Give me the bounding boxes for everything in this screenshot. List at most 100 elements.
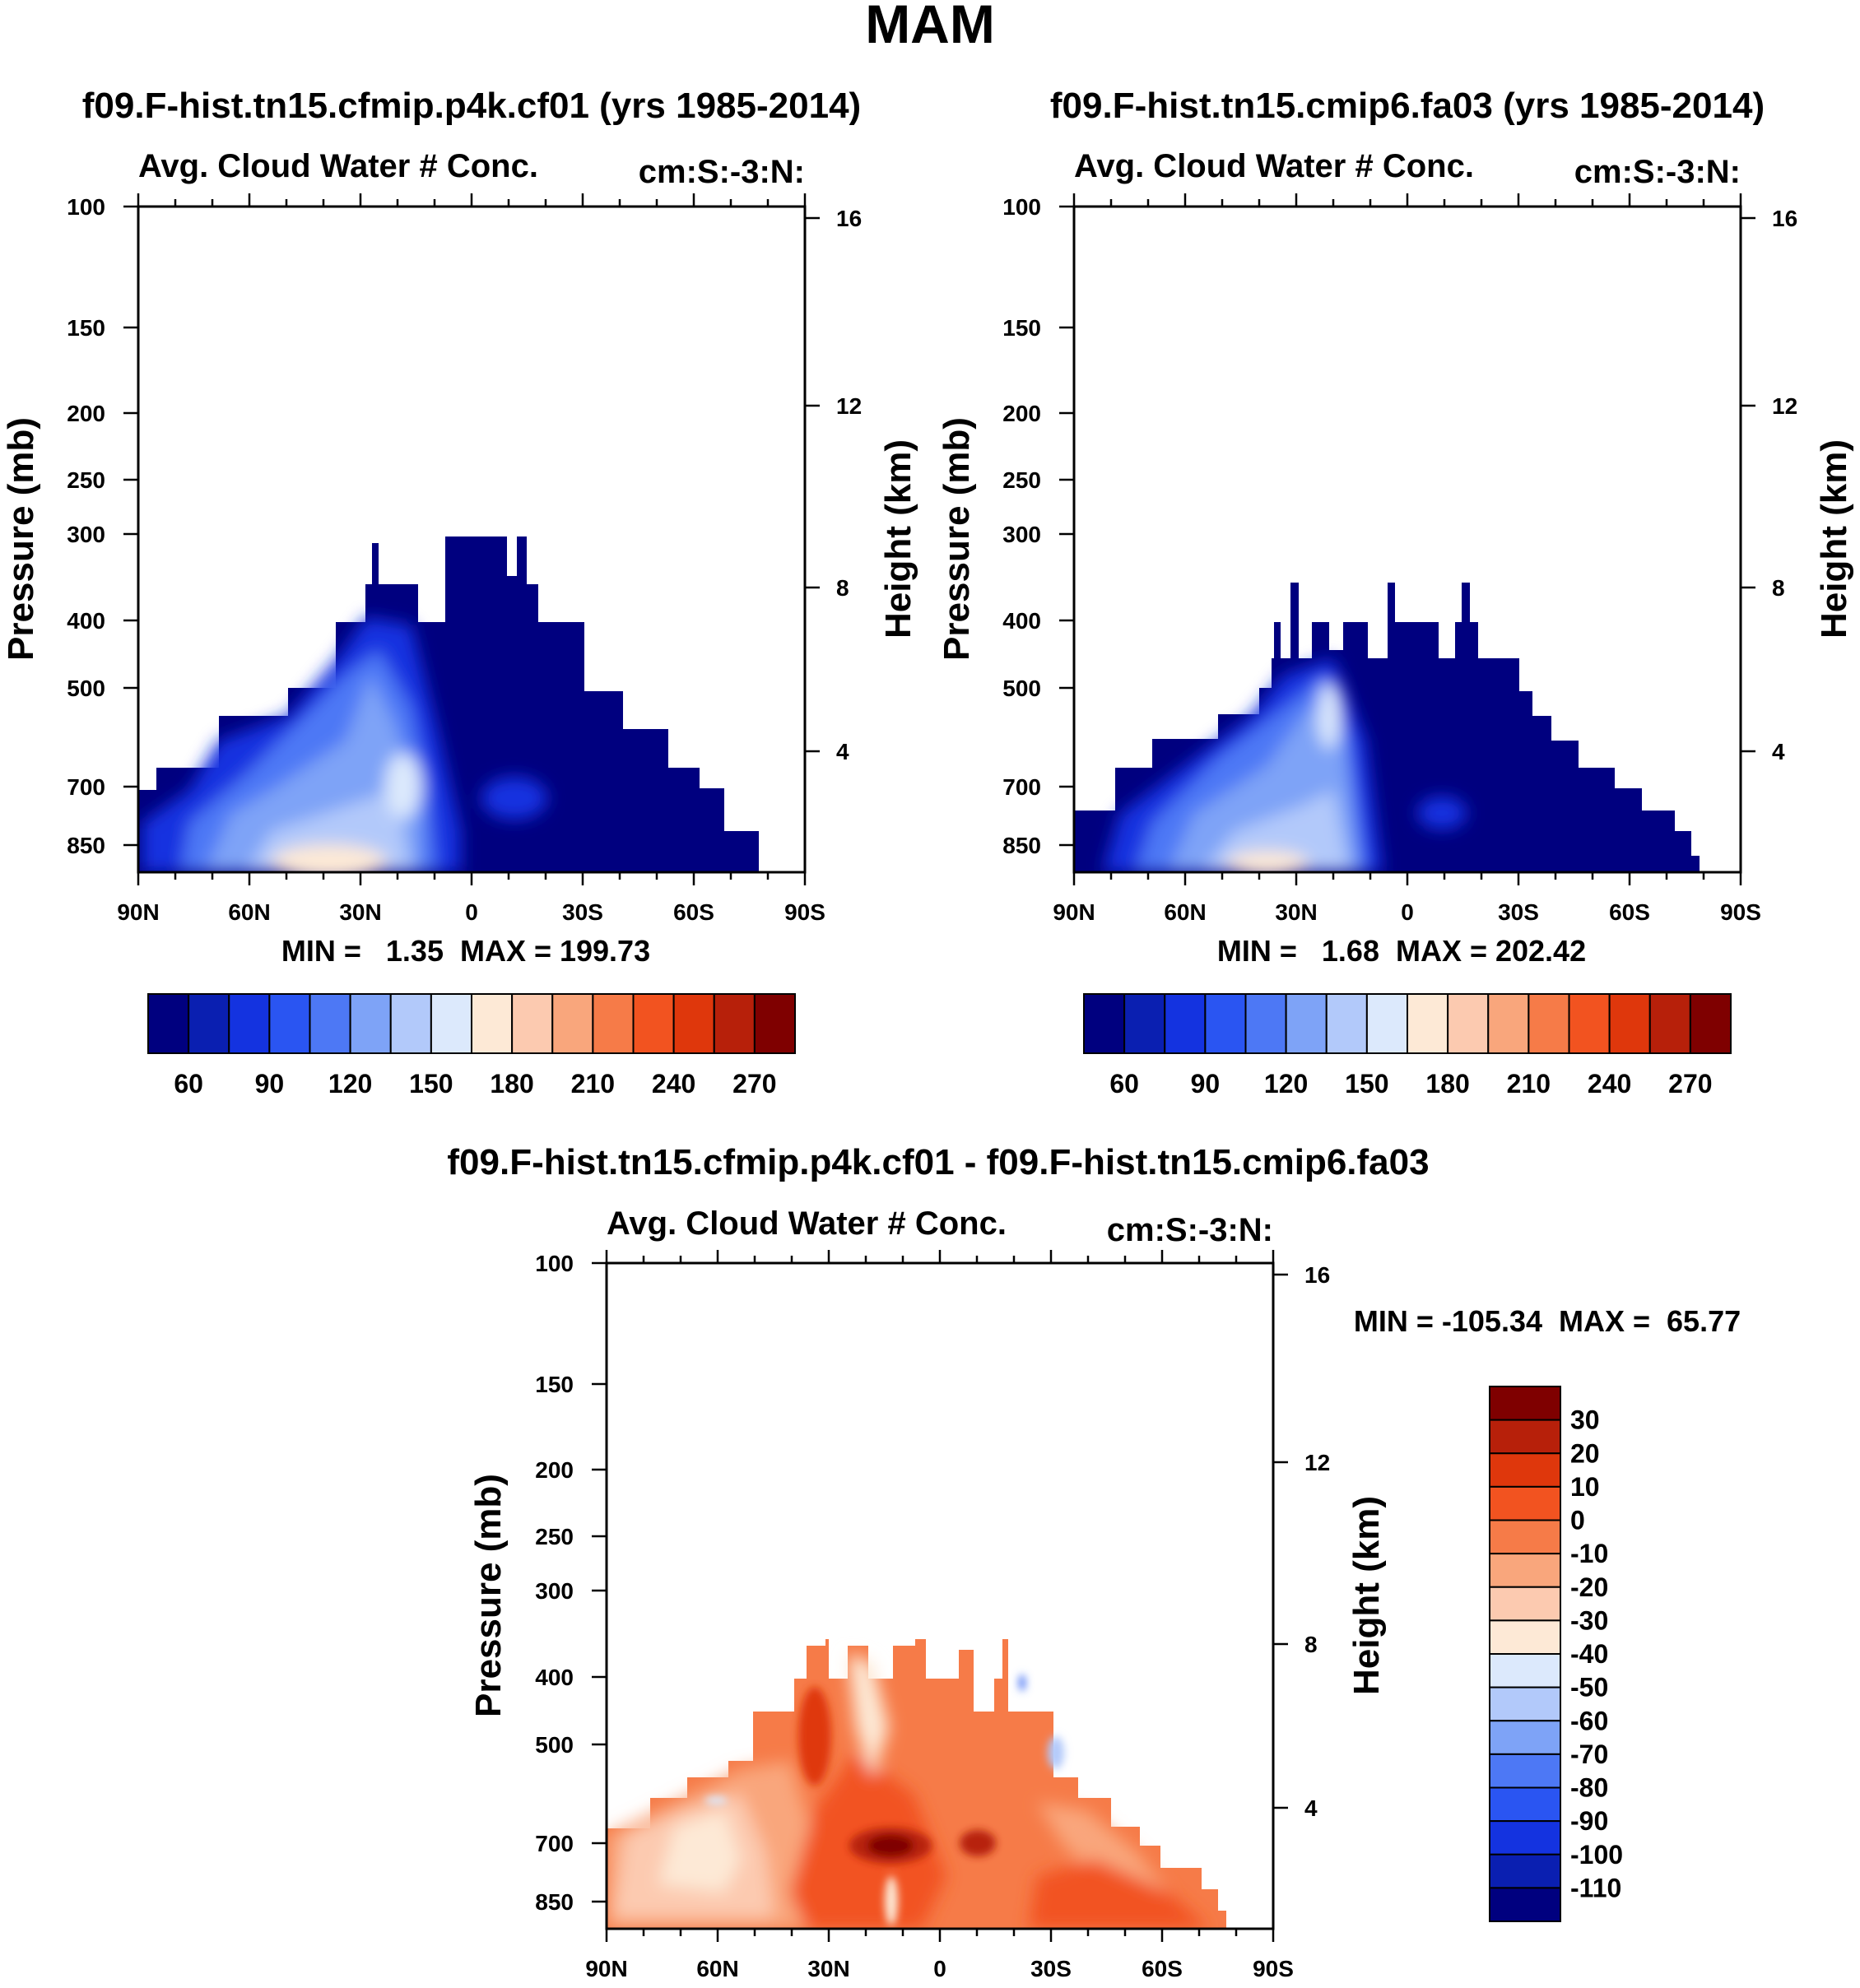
y-tick-label: 150 [535,1372,574,1397]
field-pale-upper [848,1654,889,1777]
y-right-tick-label: 4 [1304,1795,1318,1821]
left-subtitle: Avg. Cloud Water # Conc. [1074,148,1474,184]
y-right-tick-label: 4 [1772,739,1785,764]
colorbar-label: -20 [1570,1572,1608,1602]
colorbar-label: 210 [1507,1069,1551,1099]
colorbar-swatch [1689,993,1732,1054]
y-tick-label: 100 [535,1251,574,1276]
colorbar-label: -100 [1570,1840,1623,1870]
x-tick-label: 60S [673,899,714,925]
y-tick-label: 300 [1002,522,1041,547]
field-north-dark [798,1687,831,1786]
left-subtitle: Avg. Cloud Water # Conc. [138,148,538,184]
field-warm-core [272,844,387,872]
contour-field [607,1639,1226,1929]
y-tick-label: 700 [535,1831,574,1856]
x-tick-label: 90S [784,899,825,925]
colorbar-swatch [188,993,230,1054]
colorbar-swatch [1489,1519,1561,1555]
colorbar-label: 150 [1345,1069,1388,1099]
x-tick-label: 60S [1142,1956,1183,1981]
y-axis-left: 100 150 200 250 300 400 500 700 850 [535,1251,607,1915]
colorbar-swatch [1123,993,1166,1054]
colorbar-swatch [592,993,635,1054]
colorbar-swatch [1489,1686,1561,1722]
colorbar-label: 90 [1191,1069,1221,1099]
colorbar-swatch [1285,993,1328,1054]
colorbar-swatch [147,993,190,1054]
colorbar-swatch [1489,1386,1561,1421]
colorbar-label: -70 [1570,1740,1608,1769]
x-tick-label: 30S [1498,899,1539,925]
min-max-stats: MIN = 1.68 MAX = 202.42 [1217,934,1586,968]
right-subtitle: cm:S:-3:N: [639,154,805,190]
colorbar-label: 0 [1570,1506,1585,1535]
colorbar-label: 240 [1588,1069,1631,1099]
y-right-tick-label: 12 [1772,393,1797,419]
colorbar-label: -110 [1570,1873,1621,1902]
y-axis-left: 100 150 200 250 300 400 500 700 850 [1002,194,1074,858]
colorbar-swatch [1489,1887,1561,1922]
colorbar-label: -90 [1570,1806,1608,1836]
colorbar-swatch [1489,1619,1561,1655]
y-axis-right: 16 12 8 4 [1741,206,1797,764]
colorbar-swatch [1489,1586,1561,1622]
colorbar-label: -30 [1570,1605,1608,1635]
colorbar-swatch [1204,993,1247,1054]
colorbar-swatch [268,993,311,1054]
y-tick-label: 150 [67,315,105,341]
y-tick-label: 500 [535,1732,574,1758]
y-tick-label: 400 [535,1665,574,1690]
y-tick-label: 100 [1002,194,1041,220]
x-tick-label: 60N [1164,899,1206,925]
x-tick-label: 90N [1053,899,1095,925]
x-tick-label: 0 [465,899,478,925]
field-cream [658,1810,741,1893]
colorbar-swatch [1528,993,1570,1054]
colorbar-label: -40 [1570,1639,1608,1669]
colorbar-swatch [1489,1820,1561,1856]
y-axis-right: 16 12 8 4 [1273,1262,1330,1821]
y-tick-label: 850 [67,833,105,858]
colorbar-label: 240 [652,1069,695,1099]
colorbar-swatch [753,993,796,1054]
y-axis-right-label: Height (km) [1814,439,1854,639]
y-right-tick-label: 8 [1772,575,1785,601]
y-tick-label: 150 [1002,315,1041,341]
y-tick-label: 700 [67,774,105,800]
x-tick-label: 30N [1275,899,1317,925]
contour-field [1074,583,1700,872]
colorbar-label: 10 [1570,1472,1600,1502]
x-tick-label: 60N [696,1956,738,1981]
colorbar-label: 150 [409,1069,453,1099]
field-dark-south [1029,1860,1210,1929]
x-tick-label: 90N [117,899,159,925]
colorbar-label: 60 [1109,1069,1139,1099]
colorbar-swatch [1164,993,1207,1054]
colorbar-swatch [1244,993,1287,1054]
colorbar-swatch [1489,1853,1561,1889]
colorbar-label: -10 [1570,1539,1608,1568]
colorbar-swatch [1489,1553,1561,1588]
y-right-tick-label: 8 [1304,1632,1318,1657]
colorbar-label: -60 [1570,1706,1608,1735]
y-tick-label: 100 [67,194,105,220]
panel-title: f09.F-hist.tn15.cmip6.fa03 (yrs 1985-201… [1050,86,1765,126]
colorbar-swatch [672,993,715,1054]
x-tick-label: 90S [1253,1956,1294,1981]
y-tick-label: 300 [535,1578,574,1604]
field-blue-patch-top [1019,1674,1025,1691]
y-tick-label: 200 [535,1457,574,1483]
colorbar-label: 90 [255,1069,285,1099]
colorbar: 60 90 120 150 180 210 240 270 [147,993,796,1099]
y-right-tick-label: 16 [836,206,862,231]
y-tick-label: 400 [1002,608,1041,634]
contour-field [138,536,759,872]
colorbar-swatch [1407,993,1449,1054]
y-tick-label: 400 [67,608,105,634]
field-south-light [1037,1802,1169,1893]
colorbar-swatch [1365,993,1408,1054]
colorbar-label: 120 [328,1069,372,1099]
y-tick-label: 850 [1002,833,1041,858]
